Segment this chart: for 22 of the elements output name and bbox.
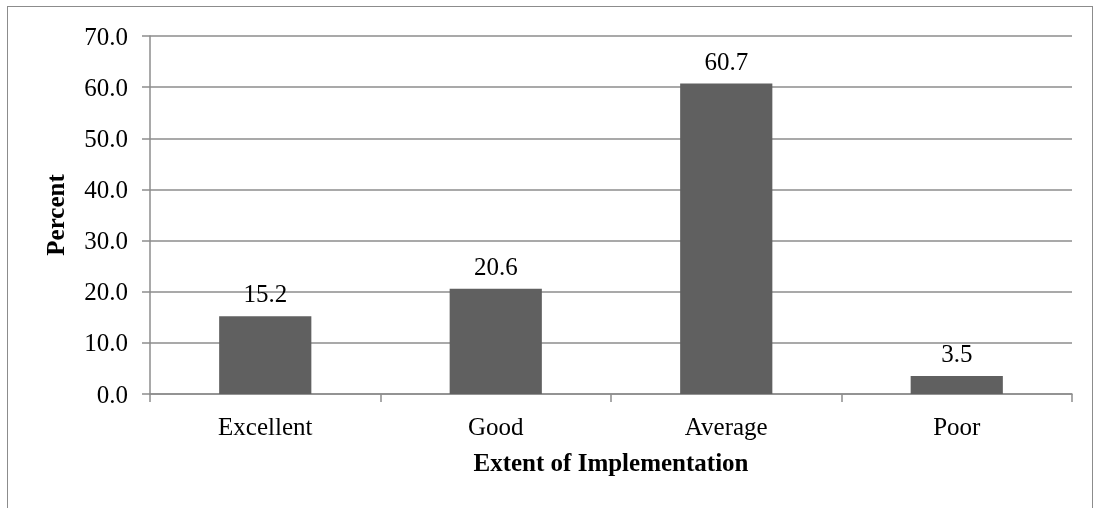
data-label: 15.2 bbox=[243, 280, 288, 308]
y-tick-label: 20.0 bbox=[84, 278, 128, 306]
data-label: 60.7 bbox=[704, 47, 749, 75]
y-tick-label: 50.0 bbox=[84, 124, 128, 152]
bar bbox=[910, 376, 1003, 394]
x-axis-title: Extent of Implementation bbox=[473, 449, 749, 476]
x-tick-label: Excellent bbox=[218, 413, 313, 440]
x-tick-label: Poor bbox=[933, 413, 982, 440]
data-label: 20.6 bbox=[473, 252, 518, 280]
y-tick-label: 30.0 bbox=[84, 227, 128, 255]
data-label: 3.5 bbox=[941, 340, 973, 368]
x-tick-label: Average bbox=[684, 413, 768, 440]
bar bbox=[449, 288, 542, 394]
y-tick-label: 0.0 bbox=[96, 380, 128, 408]
bar bbox=[219, 316, 312, 394]
x-tick-label: Good bbox=[467, 413, 525, 440]
y-tick-label: 60.0 bbox=[84, 73, 128, 101]
y-tick-label: 10.0 bbox=[84, 329, 128, 357]
bar bbox=[680, 83, 773, 394]
y-axis-title: Percent bbox=[42, 173, 69, 256]
y-tick-label: 70.0 bbox=[84, 22, 128, 50]
y-tick-label: 40.0 bbox=[84, 175, 128, 203]
